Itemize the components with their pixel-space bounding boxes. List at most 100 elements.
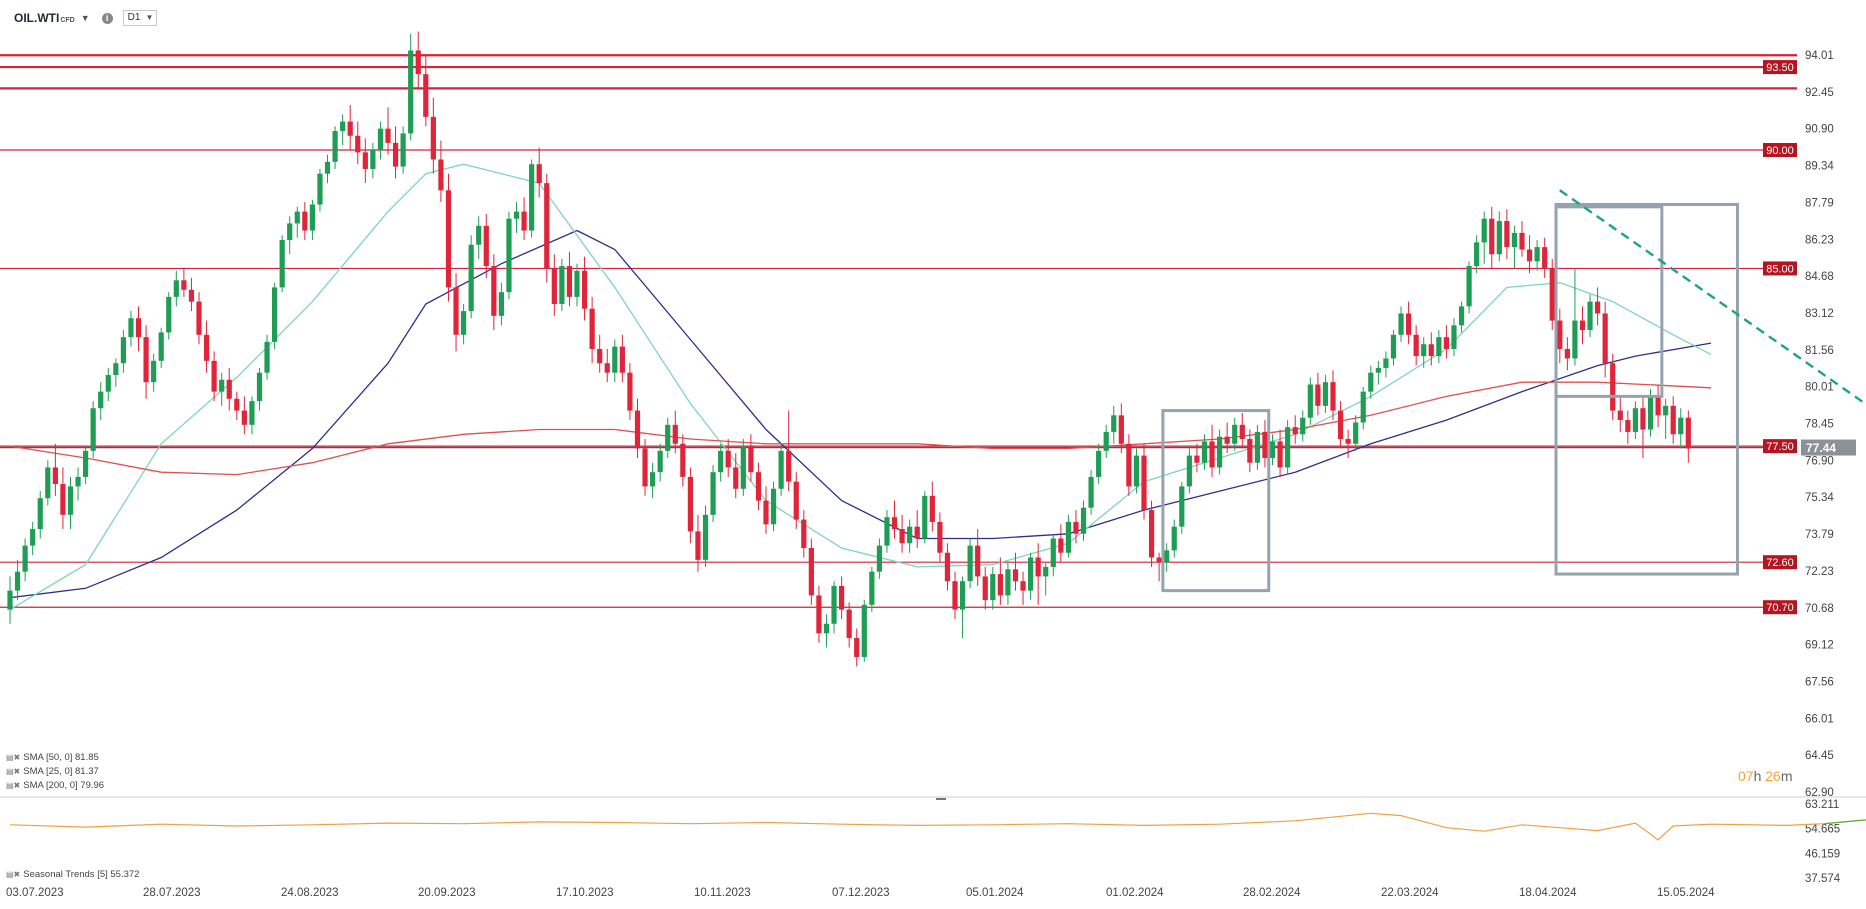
candle [967,538,973,589]
candle-body [521,211,527,231]
candle [211,351,217,402]
date-axis: 03.07.2023 28.07.2023 24.08.2023 20.09.2023… [6,887,1715,899]
legend-settings-icon[interactable]: ▤✖ [6,753,21,762]
candle [1572,268,1578,366]
candle-body [1269,441,1276,458]
candle-body [816,595,822,634]
candle-body [1368,372,1374,392]
candle-body [483,225,489,267]
candle-body [211,360,217,392]
candle [581,256,588,321]
legend-settings-icon[interactable]: ▤✖ [6,781,21,790]
price-tick-label: 76.90 [1805,455,1834,467]
candle [377,121,384,160]
candle-body [1421,344,1427,357]
descending-trendline[interactable] [1559,189,1866,443]
seasonal-tick-label: 46.159 [1805,848,1840,860]
candle-body [1647,396,1654,430]
legend-settings-icon[interactable]: ▤✖ [6,870,21,879]
candle-body [196,301,202,335]
trendline[interactable] [1559,189,1866,443]
interval-select[interactable]: D1 ▼ [122,10,158,26]
candle [1315,372,1321,416]
legend-sma25[interactable]: ▤✖ SMA [25, 0] 81.37 [6,766,99,777]
annotation-boxes[interactable] [1161,202,1739,593]
candle-body [355,135,361,153]
price-tick-label: 87.79 [1805,197,1834,209]
legend-sma200[interactable]: ▤✖ SMA [200, 0] 79.96 [6,780,105,791]
candle-body [309,204,315,231]
candle [831,581,837,634]
candle-body [1073,521,1079,534]
candle-body [597,348,603,364]
candle [408,33,414,141]
candle [597,334,603,373]
level-tag-label: 90.00 [1766,145,1794,157]
candle [468,235,474,319]
candle-body [1322,382,1329,406]
range-box-0[interactable] [1161,409,1271,593]
candle-body [793,481,799,520]
candle [1617,396,1623,432]
candle [1685,410,1691,463]
candle [952,571,958,620]
candle-body [1353,422,1359,444]
candle [1466,261,1472,314]
candle [445,173,452,302]
candle-body [340,121,346,132]
legend-seasonal[interactable]: ▤✖ Seasonal Trends [5] 55.372 [6,869,140,880]
candle [1549,258,1555,331]
candle [899,514,905,553]
panel-resize-handle[interactable] [936,798,946,800]
candle-body [551,268,557,304]
candle [1292,415,1298,444]
price-tick-label: 86.23 [1805,234,1834,246]
candle-body [1474,242,1480,267]
candle-body [1020,581,1026,591]
candle [151,353,157,392]
candle-body [332,131,338,162]
seasonal-panel: 63.211 54.665 46.159 37.574 [0,796,1866,885]
candle [234,391,240,421]
candle [748,434,754,482]
candle [1209,424,1215,477]
level-tag: 93.50 [1763,60,1797,75]
candle [75,467,81,501]
range-box-2[interactable] [1554,202,1739,576]
moving-averages [9,163,1712,611]
candle-body [1186,455,1192,487]
info-icon[interactable]: i [101,12,113,24]
level-tag-bg [1763,600,1797,615]
candle-body [30,529,36,546]
candle-body [1111,415,1117,432]
candle [1413,325,1419,366]
symbol-dropdown-icon[interactable]: ▼ [80,13,90,23]
candle [1390,330,1397,366]
symbol-label[interactable]: OIL.WTICFD [14,11,75,25]
price-tick-label: 66.01 [1805,713,1834,725]
candle [1043,562,1049,596]
candle [1050,533,1056,577]
candle-body [294,211,300,224]
candle [1678,408,1684,449]
seasonal-tick-label: 54.665 [1805,824,1840,836]
candle-body [1685,417,1691,449]
legend-settings-icon[interactable]: ▤✖ [6,767,21,776]
candle-body [461,311,467,335]
candle [1519,221,1525,257]
candle-body [1398,313,1404,335]
candle [574,263,580,307]
range-box-1[interactable] [1554,205,1664,398]
candle [203,320,210,373]
candle [627,363,633,421]
candle [1436,330,1442,364]
candle [83,446,89,485]
candle [1474,235,1480,274]
chart-toolbar: OIL.WTICFD ▼ i D1 ▼ [14,8,158,28]
candle [1088,469,1094,515]
legend-sma50[interactable]: ▤✖ SMA [50, 0] 81.85 [6,752,99,763]
candle-body [619,346,625,373]
candle-body [959,581,966,610]
candle-body [589,308,595,349]
